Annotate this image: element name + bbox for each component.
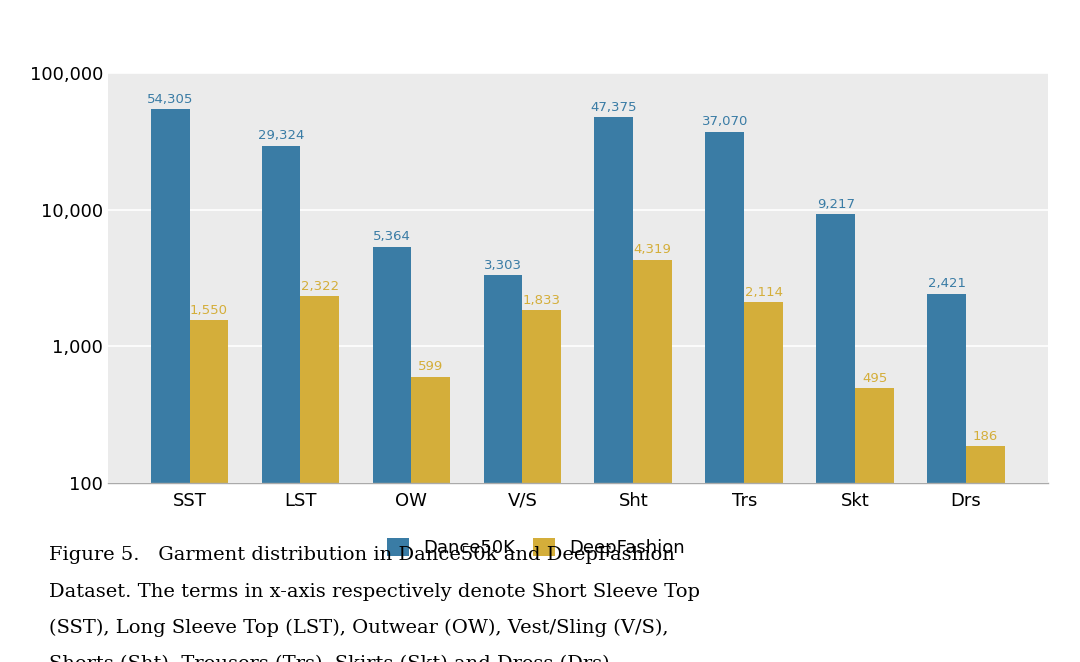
Bar <box>300 297 339 662</box>
Bar <box>967 446 1004 662</box>
Text: 495: 495 <box>862 372 887 385</box>
Bar <box>189 320 228 662</box>
Bar <box>855 388 894 662</box>
Text: 54,305: 54,305 <box>147 93 193 106</box>
Text: 1,833: 1,833 <box>523 294 561 307</box>
Text: 3,303: 3,303 <box>484 259 522 272</box>
Text: Dataset. The terms in x-axis respectively denote Short Sleeve Top: Dataset. The terms in x-axis respectivel… <box>49 583 700 600</box>
Text: 1,550: 1,550 <box>190 304 228 317</box>
Bar <box>151 109 189 662</box>
Bar <box>261 146 300 662</box>
Text: Figure 5.   Garment distribution in Dance50k and DeepFashion: Figure 5. Garment distribution in Dance5… <box>49 546 675 564</box>
Bar <box>928 294 967 662</box>
Bar <box>705 132 744 662</box>
Bar <box>594 117 633 662</box>
Text: 4,319: 4,319 <box>634 243 672 256</box>
Text: 9,217: 9,217 <box>816 198 854 211</box>
Text: 47,375: 47,375 <box>591 101 637 114</box>
Bar <box>523 310 562 662</box>
Bar <box>744 302 783 662</box>
Bar <box>816 214 855 662</box>
Bar <box>484 275 523 662</box>
Bar <box>373 247 411 662</box>
Text: 2,114: 2,114 <box>744 285 783 299</box>
Bar <box>633 260 672 662</box>
Bar <box>411 377 450 662</box>
Text: 2,421: 2,421 <box>928 277 966 291</box>
Text: 2,322: 2,322 <box>301 280 339 293</box>
Legend: Dance50K, DeepFashion: Dance50K, DeepFashion <box>380 531 692 565</box>
Text: 29,324: 29,324 <box>258 129 305 142</box>
Text: 37,070: 37,070 <box>702 115 748 128</box>
Text: 5,364: 5,364 <box>373 230 410 243</box>
Text: (SST), Long Sleeve Top (LST), Outwear (OW), Vest/Sling (V/S),: (SST), Long Sleeve Top (LST), Outwear (O… <box>49 619 669 638</box>
Text: 186: 186 <box>973 430 998 443</box>
Text: Shorts (Sht), Trousers (Trs), Skirts (Skt) and Dress (Drs).: Shorts (Sht), Trousers (Trs), Skirts (Sk… <box>49 655 616 662</box>
Text: 599: 599 <box>418 360 444 373</box>
